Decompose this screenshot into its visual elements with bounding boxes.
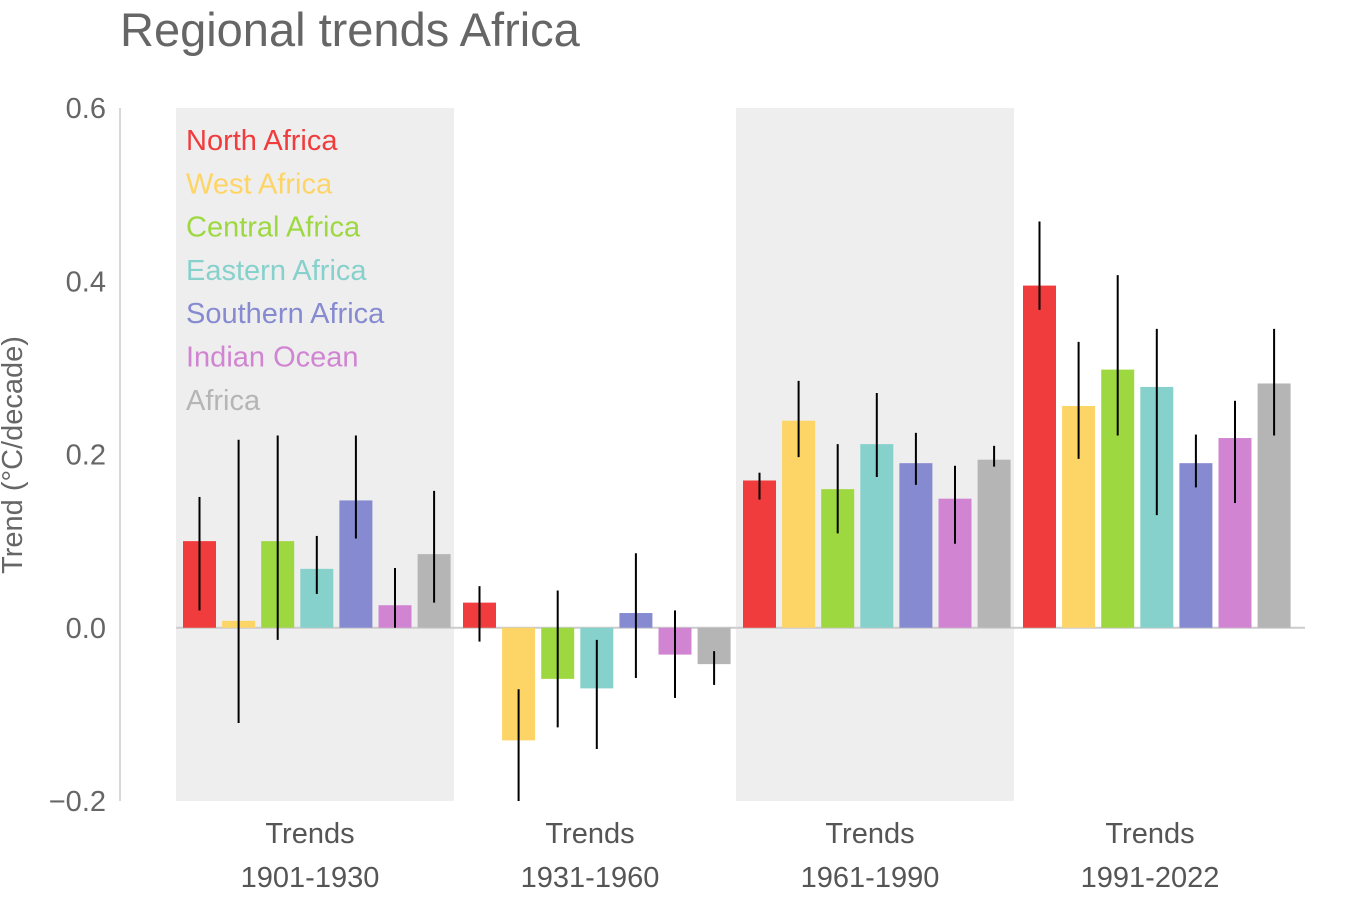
y-tick-label: 0.6 <box>66 93 106 125</box>
chart-title: Regional trends Africa <box>120 3 580 56</box>
legend: North Africa West Africa Central Africa Eas… <box>186 125 385 417</box>
x-tick-label: 1931-1960 <box>521 862 660 894</box>
bar <box>1023 285 1056 628</box>
y-axis-label: Trend (°C/decade) <box>0 336 29 574</box>
legend-entry: Africa <box>186 385 261 417</box>
x-tick-label: 1991-2022 <box>1081 862 1220 894</box>
x-tick-labels: Trends 1901-1930 Trends 1931-1960 Trends 1961… <box>241 818 1220 894</box>
x-tick-label: Trends <box>545 818 634 850</box>
legend-entry: Central Africa <box>186 212 361 244</box>
bar <box>1179 463 1213 628</box>
x-tick-label: 1901-1930 <box>241 862 380 894</box>
legend-entry: North Africa <box>186 125 338 157</box>
legend-entry: West Africa <box>186 168 333 200</box>
y-tick-label: 0.0 <box>66 613 106 645</box>
error-bars <box>198 221 1276 801</box>
bar <box>977 459 1011 628</box>
bar <box>899 463 933 628</box>
legend-entry: Southern Africa <box>186 298 385 330</box>
period-band <box>176 108 454 801</box>
x-tick-label: Trends <box>1105 818 1194 850</box>
y-tick-label: 0.2 <box>66 440 106 472</box>
x-tick-label: Trends <box>825 818 914 850</box>
x-tick-label: 1961-1990 <box>801 862 940 894</box>
x-tick-label: Trends <box>265 818 354 850</box>
bar <box>743 480 776 628</box>
bars <box>183 285 1291 741</box>
y-tick-label: 0.4 <box>66 266 106 298</box>
legend-entry: Eastern Africa <box>186 255 367 287</box>
y-tick-label: −0.2 <box>49 786 106 818</box>
legend-entry: Indian Ocean <box>186 342 359 374</box>
